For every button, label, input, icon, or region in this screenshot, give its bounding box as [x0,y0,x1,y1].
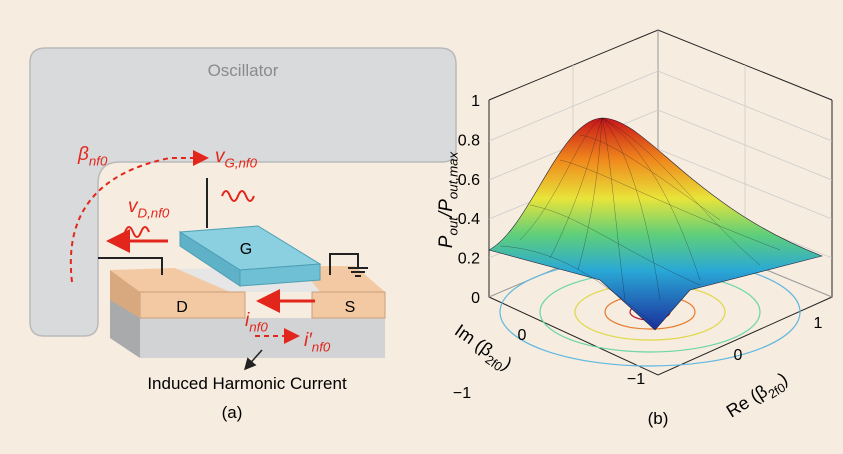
re-tick-label: 0 [734,347,743,364]
drain-label: D [176,299,188,316]
drain-region [139,291,246,319]
label-part: v [128,196,139,217]
beta-arrow [69,150,209,283]
z-tick-label: 0.8 [458,132,480,149]
z-axis-label: Pout/Pout,max [436,150,461,248]
drain-top [110,268,230,292]
im-tick-label: −1 [453,385,471,402]
caption-a: (a) [222,403,243,422]
label-part: P [436,235,457,248]
z-tick-label: 0 [471,290,480,307]
drain-side [110,270,140,318]
label-part: D,nf0 [138,206,170,221]
label-part: nf0 [249,320,268,335]
z-tick-label: 0.6 [458,172,480,189]
induced-label: Induced Harmonic Current [147,374,347,393]
vd-label: vD,nf0 [128,196,170,221]
oscillator-label: Oscillator [208,61,279,80]
label-part: out [446,216,461,236]
surface [488,117,823,331]
label-part: /P [436,199,457,219]
z-tick-label: 1 [471,93,480,110]
label-part: i′ [304,330,313,351]
label-part: nf0 [312,340,331,355]
i-prime-label: i′nf0 [304,330,331,355]
i-label: inf0 [245,310,268,335]
vd-wave [124,226,150,238]
label-part: β [77,144,89,165]
vg-label: vG,nf0 [215,146,258,171]
surface-mesh [499,117,781,326]
label-part: i [245,310,250,331]
source-label: S [345,299,356,316]
caption-b: (b) [648,409,669,428]
vg-wave [221,190,255,202]
label-part: out,max [446,150,461,199]
beta-label: βnf0 [77,144,108,169]
re-tick-label: 1 [814,315,823,332]
substrate-front [110,318,385,358]
re-tick-label: −1 [627,371,645,388]
im-tick-label: 0 [518,327,527,344]
z-tick-label: 0.2 [458,251,480,268]
gate-front [239,263,321,287]
source-top [300,266,385,292]
label-part: v [215,146,226,167]
label-part: G,nf0 [225,156,258,171]
label-part: nf0 [89,154,108,169]
gate-label: G [240,241,252,258]
pointer [244,349,263,371]
source-region [311,291,386,319]
ground [329,253,368,277]
drain-wire [98,257,163,275]
z-tick-label: 0.4 [458,211,480,228]
oscillator-block [29,47,457,337]
